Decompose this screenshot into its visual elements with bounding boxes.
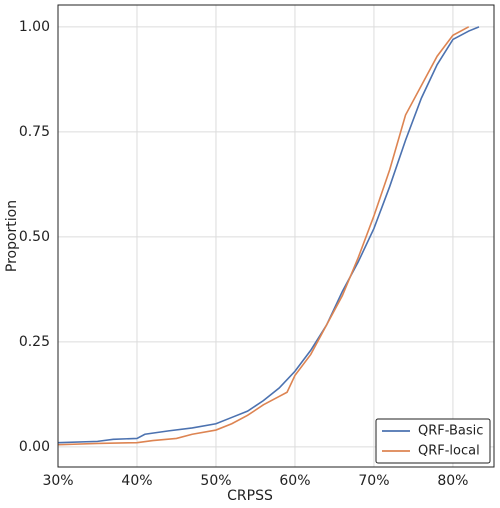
y-tick-label: 1.00 bbox=[19, 19, 50, 35]
x-tick-label: 80% bbox=[437, 473, 468, 489]
x-axis-label: CRPSS bbox=[227, 488, 273, 504]
x-tick-label: 50% bbox=[200, 473, 231, 489]
series-line bbox=[57, 26, 480, 444]
y-tick-label: 0.75 bbox=[19, 124, 50, 140]
x-tick-label: 70% bbox=[358, 473, 389, 489]
y-tick-label: 0.25 bbox=[19, 334, 50, 350]
legend-label: QRF-Basic bbox=[418, 424, 483, 439]
y-tick-label: 0.00 bbox=[19, 439, 50, 455]
x-tick-label: 40% bbox=[121, 473, 152, 489]
plot-frame bbox=[57, 4, 495, 468]
y-tick-label: 0.50 bbox=[19, 229, 50, 245]
series-line bbox=[57, 26, 470, 446]
legend-label: QRF-local bbox=[418, 444, 480, 459]
y-axis-label: Proportion bbox=[4, 200, 20, 272]
x-tick-label: 60% bbox=[279, 473, 310, 489]
x-tick-label: 30% bbox=[42, 473, 73, 489]
legend-box bbox=[375, 418, 491, 464]
